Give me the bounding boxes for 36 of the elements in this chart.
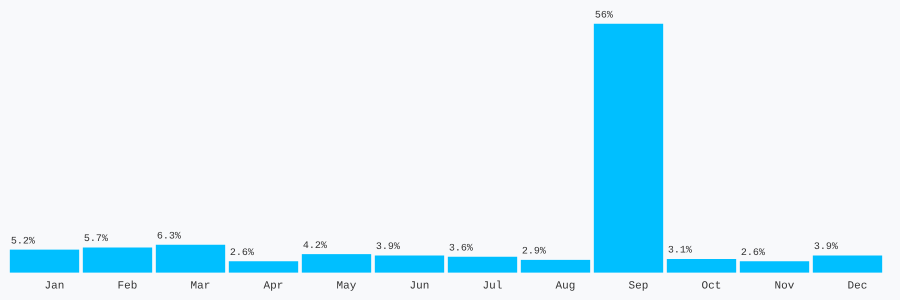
data-label: 3.6% (448, 243, 473, 254)
data-label: 6.3% (156, 231, 181, 242)
x-tick-label: Feb (118, 280, 138, 292)
x-tick-label: Dec (848, 280, 868, 292)
x-tick-label: Apr (264, 280, 284, 292)
x-tick-label: Mar (190, 280, 210, 292)
bar (812, 255, 882, 273)
x-tick-label: Nov (774, 280, 795, 292)
bar (10, 250, 80, 273)
x-tick-label: Jan (44, 280, 64, 292)
bar (594, 24, 664, 273)
data-label: 4.2% (302, 240, 327, 252)
x-tick-label: Sep (628, 280, 648, 292)
bar (520, 260, 590, 273)
x-tick-label: May (336, 280, 357, 292)
data-label: 3.9% (376, 242, 400, 254)
bar (740, 261, 810, 273)
bar (448, 256, 518, 273)
data-label: 56% (594, 10, 613, 22)
bar (156, 244, 226, 273)
data-label: 3.9% (814, 242, 838, 254)
data-label: 5.2% (10, 236, 35, 248)
bar (374, 255, 444, 273)
data-label: 2.6% (740, 248, 765, 259)
data-label: 3.1% (668, 246, 692, 257)
x-tick-label: Aug (556, 280, 576, 292)
bar (228, 261, 298, 273)
x-tick-label: Oct (702, 280, 722, 292)
bar (82, 247, 152, 273)
data-label: 2.9% (522, 246, 546, 258)
x-tick-label: Jul (482, 280, 502, 292)
bar (302, 254, 372, 273)
data-label: 5.7% (84, 234, 108, 246)
bar (666, 259, 736, 273)
data-label: 2.6% (230, 248, 254, 259)
x-tick-label: Jun (410, 280, 430, 292)
